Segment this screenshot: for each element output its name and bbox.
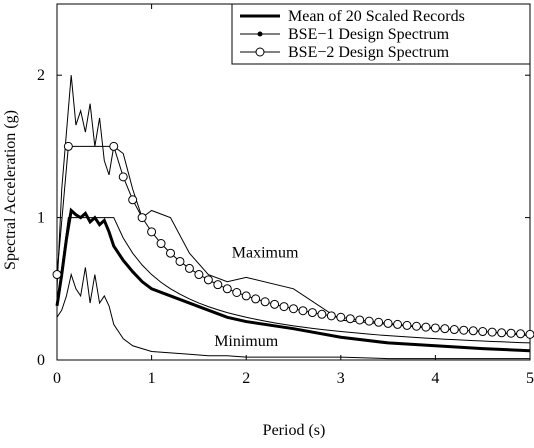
marker (251, 294, 261, 304)
x-tick-label: 3 (337, 370, 345, 387)
marker (449, 325, 459, 335)
legend-marker (257, 31, 263, 37)
marker (52, 270, 62, 280)
y-tick-label: 0 (37, 352, 45, 369)
marker (147, 227, 157, 237)
marker (440, 324, 450, 334)
marker (203, 275, 213, 285)
marker (402, 320, 412, 330)
annotation: Minimum (214, 333, 279, 350)
marker (222, 284, 232, 294)
x-tick-label: 4 (431, 370, 439, 387)
annotation: Maximum (232, 244, 299, 261)
series-line (56, 217, 531, 344)
x-axis-label: Period (s) (263, 422, 326, 439)
marker (411, 321, 421, 331)
y-tick-label: 1 (37, 210, 45, 227)
marker (298, 306, 308, 316)
marker (194, 270, 204, 280)
marker (270, 299, 280, 309)
marker (364, 316, 374, 326)
marker (109, 141, 119, 151)
marker (374, 317, 384, 327)
marker (506, 328, 516, 338)
legend-label: Mean of 20 Scaled Records (288, 8, 465, 25)
marker (307, 308, 317, 318)
marker (336, 312, 346, 322)
y-axis-label: Spectral Acceleration (g) (2, 110, 19, 270)
marker (393, 319, 403, 329)
envelope-line (56, 267, 530, 360)
marker (355, 315, 365, 325)
legend-label: BSE−1 Design Spectrum (288, 26, 450, 43)
series-line (55, 207, 531, 353)
marker (213, 280, 223, 290)
y-tick-label: 2 (37, 67, 45, 84)
marker (326, 311, 336, 321)
marker (487, 327, 497, 337)
marker (289, 304, 298, 314)
legend-marker (255, 47, 265, 57)
marker (260, 297, 270, 307)
marker (156, 239, 166, 249)
marker (421, 322, 431, 332)
marker (430, 323, 440, 333)
x-tick-label: 5 (526, 370, 534, 387)
marker (128, 195, 138, 205)
envelope-line (56, 75, 531, 337)
marker (63, 141, 73, 151)
marker (345, 314, 355, 324)
marker (459, 325, 469, 335)
marker (497, 328, 507, 338)
marker (478, 327, 488, 337)
marker (184, 263, 194, 273)
marker (137, 213, 147, 223)
marker (383, 318, 393, 328)
marker (241, 291, 251, 301)
marker (525, 329, 534, 339)
legend-label: BSE−2 Design Spectrum (288, 44, 450, 61)
marker (279, 302, 289, 312)
marker (516, 329, 526, 339)
marker (232, 288, 242, 298)
legend-box (231, 3, 531, 65)
x-tick-label: 0 (53, 370, 61, 387)
x-tick-label: 1 (148, 370, 156, 387)
marker (468, 326, 478, 336)
marker (317, 309, 327, 319)
marker (166, 248, 176, 258)
marker (118, 172, 128, 182)
x-tick-label: 2 (242, 370, 250, 387)
marker (175, 256, 185, 266)
